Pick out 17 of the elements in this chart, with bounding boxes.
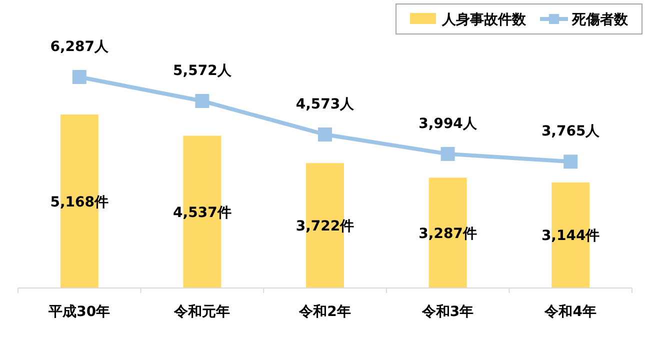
point bbox=[72, 70, 86, 84]
data-label: 3,994人 bbox=[418, 116, 478, 132]
point bbox=[318, 128, 332, 142]
x-tick-label: 令和2年 bbox=[298, 304, 351, 320]
data-label: 5,572人 bbox=[173, 62, 232, 79]
point bbox=[195, 94, 210, 108]
data-label: 6,287人 bbox=[50, 38, 110, 55]
data-label: 3,765人 bbox=[541, 124, 601, 140]
data-label: 4,573人 bbox=[296, 96, 356, 113]
legend-label: 死傷者数 bbox=[571, 12, 629, 28]
point bbox=[440, 146, 455, 161]
legend-label: 人身事故件数 bbox=[441, 12, 527, 28]
x-tick-label: 令和3年 bbox=[420, 304, 474, 320]
point bbox=[564, 154, 578, 169]
x-tick-label: 令和4年 bbox=[544, 304, 596, 320]
x-tick-label: 令和元年 bbox=[173, 304, 230, 320]
x-tick-label: 平成30年 bbox=[48, 304, 110, 320]
